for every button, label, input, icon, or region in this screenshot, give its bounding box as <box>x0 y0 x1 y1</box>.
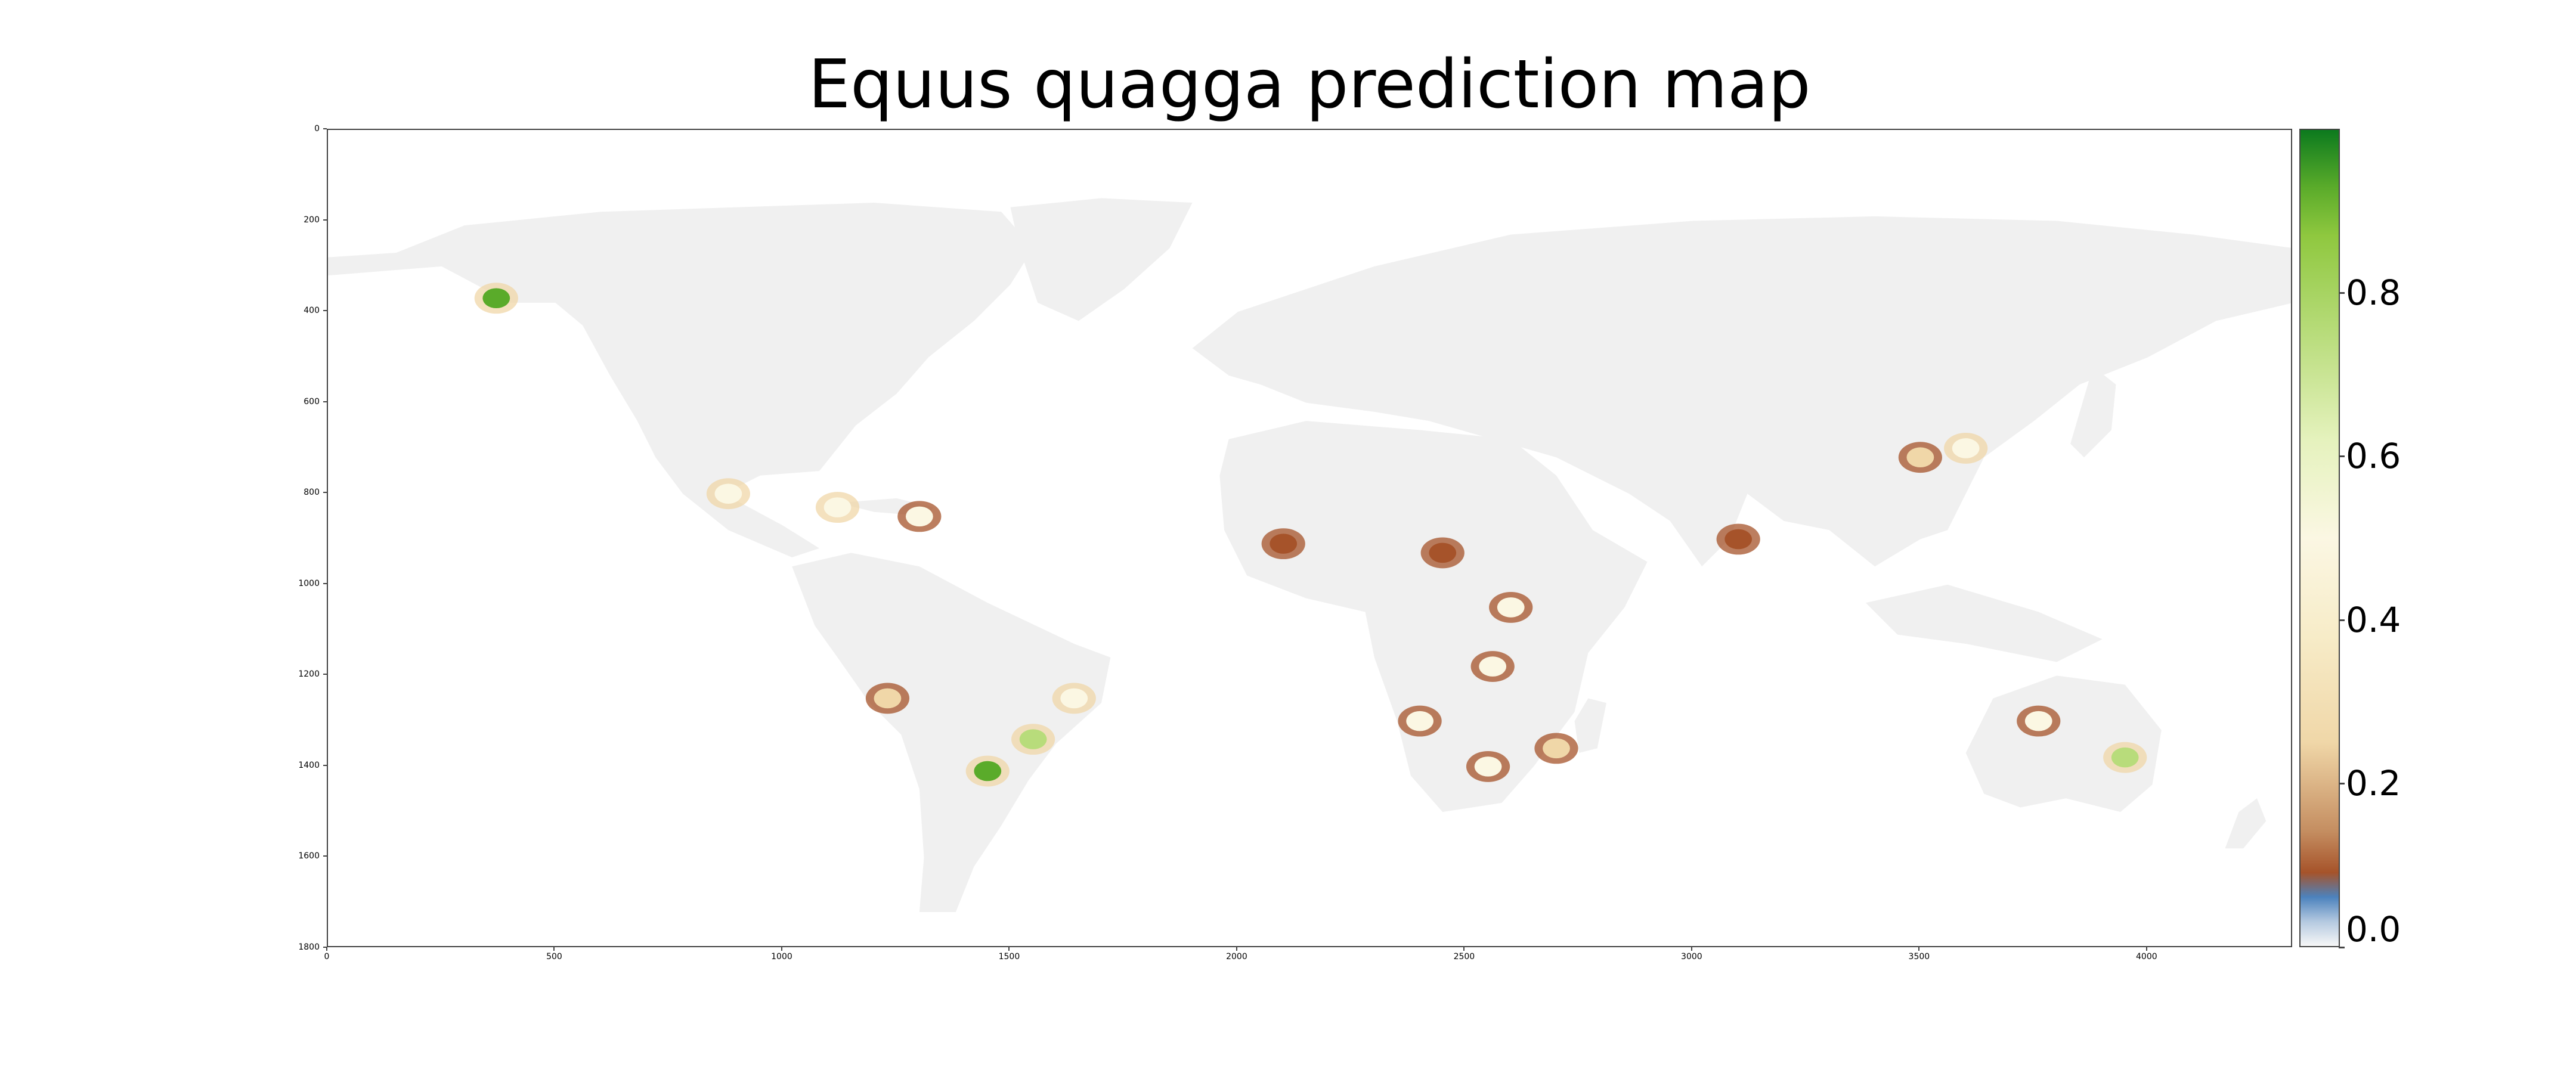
map-plot-area[interactable] <box>327 129 2292 947</box>
prediction-hotspot <box>874 688 902 709</box>
prediction-hotspot <box>1474 756 1502 777</box>
y-tick-label: 400 <box>304 306 320 316</box>
colorbar-tick-mark <box>2339 619 2345 621</box>
colorbar-tick-mark <box>2339 947 2345 948</box>
x-tick-label: 2000 <box>1226 952 1247 962</box>
colorbar-tick-label: 0.8 <box>2346 272 2401 313</box>
y-tick-mark <box>323 401 327 402</box>
x-tick-label: 1500 <box>998 952 1020 962</box>
africa-landmass <box>1219 421 1648 812</box>
prediction-hotspot <box>1497 597 1525 618</box>
y-tick-mark <box>323 219 327 221</box>
prediction-hotspot <box>823 497 852 517</box>
x-tick-label: 2500 <box>1453 952 1475 962</box>
prediction-hotspot <box>1429 542 1457 563</box>
x-tick-mark <box>1690 947 1692 951</box>
colorbar <box>2299 129 2340 947</box>
x-tick-label: 500 <box>546 952 562 962</box>
y-tick-mark <box>323 582 327 584</box>
madagascar-landmass <box>1574 698 1606 753</box>
map-title: Equus quagga prediction map <box>808 46 1811 123</box>
x-tick-label: 3000 <box>1681 952 1702 962</box>
prediction-hotspot <box>1406 711 1433 731</box>
south-america-landmass <box>792 553 1111 912</box>
x-tick-label: 4000 <box>2136 952 2157 962</box>
colorbar-tick-label: 0.6 <box>2346 436 2401 477</box>
x-tick-label: 3500 <box>1908 952 1930 962</box>
x-tick-label: 0 <box>324 952 330 962</box>
y-tick-label: 1800 <box>298 942 320 952</box>
x-tick-mark <box>781 947 782 951</box>
prediction-hotspot <box>1724 529 1753 550</box>
prediction-hotspot <box>482 288 510 309</box>
world-map <box>328 198 2291 912</box>
y-tick-label: 1600 <box>298 851 320 861</box>
y-tick-mark <box>323 128 327 129</box>
prediction-hotspot <box>1479 656 1507 677</box>
y-tick-label: 1000 <box>298 578 320 588</box>
x-tick-mark <box>1008 947 1010 951</box>
new-zealand-landmass <box>2225 798 2267 849</box>
x-tick-mark <box>1463 947 1465 951</box>
y-tick-mark <box>323 855 327 857</box>
y-tick-label: 1200 <box>298 669 320 680</box>
x-tick-mark <box>1236 947 1237 951</box>
y-tick-mark <box>323 674 327 675</box>
x-tick-mark <box>1918 947 1920 951</box>
prediction-hotspot <box>714 483 742 504</box>
y-tick-mark <box>323 492 327 494</box>
maritime-asia-landmass <box>1865 584 2103 662</box>
y-tick-label: 600 <box>304 396 320 407</box>
prediction-hotspot <box>1019 729 1047 749</box>
colorbar-tick-mark <box>2339 291 2345 294</box>
y-tick-mark <box>323 947 327 948</box>
x-tick-mark <box>326 947 327 951</box>
prediction-hotspot <box>1270 534 1298 554</box>
europe-asia-landmass <box>1192 216 2291 567</box>
prediction-hotspot <box>905 506 933 527</box>
prediction-hotspot <box>2024 711 2052 731</box>
y-tick-label: 200 <box>304 215 320 225</box>
y-tick-label: 0 <box>314 124 320 134</box>
prediction-hotspot <box>974 761 1002 782</box>
australia-landmass <box>1965 675 2162 812</box>
x-tick-mark <box>2145 947 2147 951</box>
japan-landmass <box>2070 366 2116 458</box>
colorbar-tick-mark <box>2339 783 2345 785</box>
prediction-hotspot <box>1060 688 1088 709</box>
y-tick-mark <box>323 310 327 312</box>
colorbar-tick-label: 0.2 <box>2346 763 2401 804</box>
prediction-hotspot <box>1906 447 1934 467</box>
x-tick-mark <box>553 947 555 951</box>
y-tick-mark <box>323 764 327 766</box>
x-tick-label: 1000 <box>771 952 792 962</box>
prediction-hotspot <box>1952 438 1980 458</box>
y-tick-label: 800 <box>304 488 320 498</box>
colorbar-tick-label: 0.0 <box>2346 909 2401 950</box>
prediction-hotspot <box>1543 738 1570 759</box>
prediction-hotspots <box>474 283 2147 787</box>
y-tick-label: 1400 <box>298 760 320 770</box>
prediction-hotspot <box>2111 747 2139 768</box>
colorbar-tick-label: 0.4 <box>2346 599 2401 640</box>
greenland-landmass <box>1010 198 1193 321</box>
colorbar-tick-mark <box>2339 455 2345 458</box>
